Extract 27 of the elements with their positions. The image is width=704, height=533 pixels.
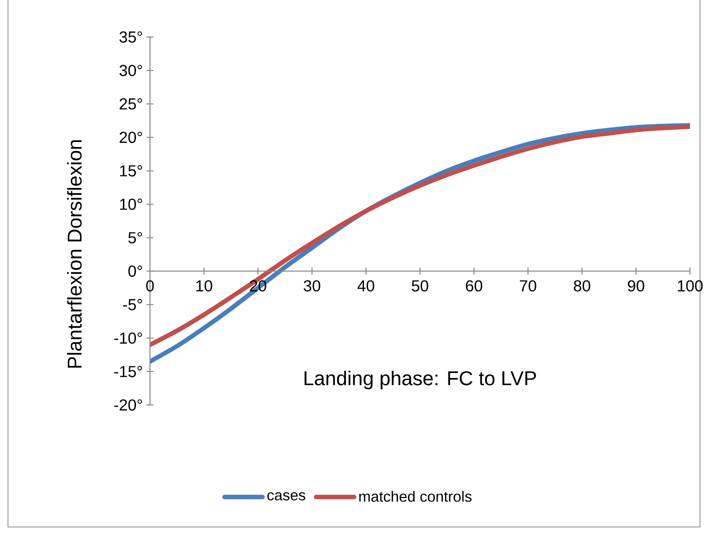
x-tick-label: 90 [628,280,644,292]
x-tick-label: 0 [146,280,154,292]
y-tick-label: -20° [114,399,142,411]
y-tick-label: 35° [119,31,142,43]
x-tick-label: 40 [357,280,374,292]
x-tick-label: 100 [678,280,703,292]
y-tick-label: 15° [120,165,142,176]
legend-label: cases [267,492,306,500]
y-tick-label: 10° [120,198,142,210]
x-tick-label: 80 [574,280,590,292]
x-tick-label: 10 [196,280,212,292]
y-tick-label: 5° [128,232,142,244]
x-tick-label: 70 [520,280,536,292]
x-tick-label: 50 [412,280,428,292]
x-tick-label: 60 [466,280,482,292]
y-tick-label: 20° [120,132,142,144]
y-tick-label: 25° [120,98,142,110]
legend-label: matched controls [359,490,472,502]
y-tick-label: -10° [114,332,142,344]
y-tick-label: 30° [119,64,142,76]
y-tick-label: -15° [114,366,142,378]
y-tick-label: 0° [128,266,142,277]
x-tick-label: 20 [250,280,266,292]
x-axis-title: Landing phase: FC to LVP [304,370,536,390]
x-tick-label: 30 [304,280,320,292]
y-tick-label: -5° [123,299,142,310]
y-axis-title: Plantarflexion Dorsiflexion [67,140,82,368]
